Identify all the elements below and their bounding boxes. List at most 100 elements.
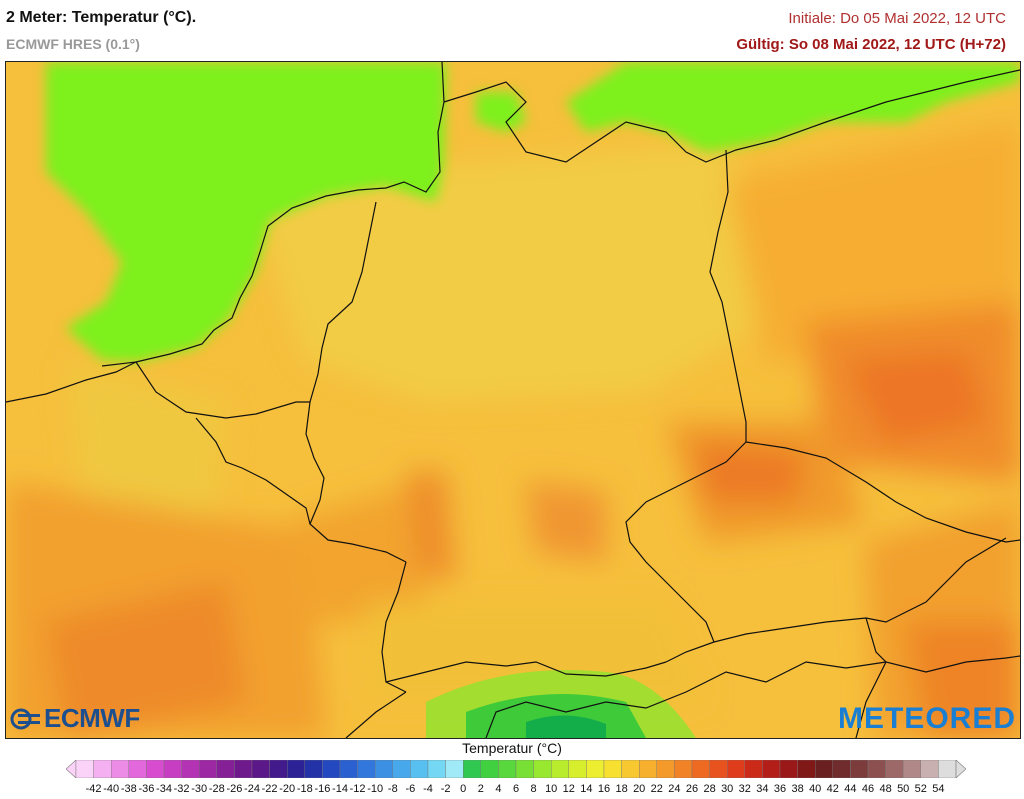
colorbar-swatch	[234, 760, 253, 778]
colorbar-tick-label: 10	[545, 783, 558, 795]
colorbar-ticks: -42 -40 -38 -36 -34 -32 -30 -28 -26 -24 -22 -20 -18-…	[66, 783, 966, 797]
colorbar-swatch	[75, 760, 94, 778]
colorbar-swatch	[639, 760, 658, 778]
colorbar-swatch	[779, 760, 798, 778]
colorbar-swatch	[480, 760, 499, 778]
colorbar-tick-label: 40	[809, 783, 822, 795]
colorbar-tick-label: 38	[791, 783, 804, 795]
colorbar-swatch	[286, 760, 305, 778]
colorbar-swatch	[93, 760, 112, 778]
colorbar-swatch	[832, 760, 851, 778]
colorbar-tick-label: -14	[332, 783, 348, 795]
colorbar-tick-label: -8	[387, 783, 398, 795]
colorbar-swatch	[339, 760, 358, 778]
colorbar-tick-label: -6	[405, 783, 416, 795]
colorbar-tick-label: 48	[879, 783, 892, 795]
colorbar-tick-label: -2	[440, 783, 451, 795]
colorbar-tick-label: -30	[191, 783, 208, 795]
colorbar-swatch	[674, 760, 693, 778]
colorbar-tick-label: -34	[156, 783, 172, 795]
sea-areas	[46, 62, 1020, 362]
colorbar-swatch	[709, 760, 728, 778]
colorbar-swatch	[938, 760, 957, 778]
colorbar-swatch	[198, 760, 217, 778]
colorbar-tick-label: 14	[580, 783, 593, 795]
colorbar-tick-label: 16	[597, 783, 611, 795]
colorbar-swatch	[656, 760, 675, 778]
colorbar-tick-label: -16	[314, 783, 331, 795]
colorbar-swatch	[551, 760, 570, 778]
colorbar-swatch	[797, 760, 816, 778]
colorbar-swatch	[762, 760, 781, 778]
colorbar-swatch	[885, 760, 904, 778]
map-title: 2 Meter: Temperatur (°C).	[6, 9, 197, 26]
colorbar-swatch	[903, 760, 922, 778]
colorbar-swatch	[463, 760, 482, 778]
colorbar-tick-label: 24	[668, 783, 681, 795]
colorbar-swatch	[304, 760, 323, 778]
colorbar-swatch	[427, 760, 446, 778]
colorbar-swatch	[163, 760, 182, 778]
colorbar-swatch	[269, 760, 288, 778]
country-borders	[6, 62, 1020, 738]
colorbar-tick-label: -32	[173, 783, 190, 795]
colorbar-tick-label: -26	[226, 783, 243, 795]
colorbar-tick-label: 12	[562, 783, 575, 795]
alps-region	[426, 670, 696, 738]
colorbar-tick-label: 22	[650, 783, 663, 795]
colorbar-tick-label: 54	[932, 783, 945, 795]
colorbar-tick-label: 52	[914, 783, 927, 795]
colorbar-tick-label: -40	[103, 783, 120, 795]
colorbar-swatch	[181, 760, 200, 778]
colorbar-swatch	[621, 760, 640, 778]
colorbar-tick-label: 36	[773, 783, 787, 795]
colorbar-tick-label: -42	[85, 783, 102, 795]
colorbar-swatch	[392, 760, 411, 778]
colorbar-tick-label: 4	[495, 783, 502, 795]
colorbar-tick-label: -38	[120, 783, 137, 795]
colorbar-tick-label: 44	[844, 783, 857, 795]
colorbar-swatch	[920, 760, 939, 778]
colorbar-swatch	[375, 760, 394, 778]
meteored-logo[interactable]: METEORED	[837, 702, 1016, 735]
colorbar-swatch	[498, 760, 517, 778]
colorbar-tick-label: -12	[349, 783, 366, 795]
colorbar-min-arrow	[66, 760, 77, 778]
colorbar-tick-label: 0	[460, 783, 467, 795]
model-subtitle: ECMWF HRES (0.1°)	[6, 36, 140, 52]
colorbar-swatch	[322, 760, 341, 778]
colorbar-swatch	[445, 760, 464, 778]
colorbar-swatch	[727, 760, 746, 778]
colorbar-swatch	[744, 760, 763, 778]
colorbar-swatch	[533, 760, 552, 778]
colorbar-tick-label: -20	[279, 783, 296, 795]
colorbar-swatch	[216, 760, 235, 778]
colorbar-tick-label: -10	[367, 783, 384, 795]
colorbar-swatch	[146, 760, 165, 778]
colorbar-tick-label: 26	[685, 783, 699, 795]
colorbar-tick-label: 8	[530, 783, 537, 795]
ecmwf-logo-text: ECMWF	[44, 703, 140, 733]
colorbar-tick-label: -18	[296, 783, 313, 795]
colorbar-tick-label: 28	[703, 783, 716, 795]
colorbar-swatch	[357, 760, 376, 778]
colorbar	[66, 760, 966, 778]
colorbar-tick-label: -28	[208, 783, 225, 795]
colorbar-tick-label: 50	[897, 783, 910, 795]
colorbar-title: Temperatur (°C)	[462, 740, 562, 756]
colorbar-tick-label: 6	[512, 783, 520, 795]
colorbar-tick-label: 2	[477, 783, 484, 795]
colorbar-swatch	[586, 760, 605, 778]
init-time: Initiale: Do 05 Mai 2022, 12 UTC	[788, 10, 1006, 27]
colorbar-swatch	[515, 760, 534, 778]
colorbar-tick-label: -22	[261, 783, 278, 795]
colorbar-tick-label: 32	[738, 783, 751, 795]
colorbar-swatch	[603, 760, 622, 778]
colorbar-swatch	[815, 760, 834, 778]
ecmwf-logo: ECMWF	[10, 703, 140, 734]
colorbar-tick-label: 42	[826, 783, 839, 795]
colorbar-swatch	[128, 760, 147, 778]
temperature-map[interactable]: ECMWF METEORED	[5, 61, 1021, 739]
colorbar-swatch	[867, 760, 886, 778]
valid-time: Gültig: So 08 Mai 2022, 12 UTC (H+72)	[736, 36, 1006, 53]
